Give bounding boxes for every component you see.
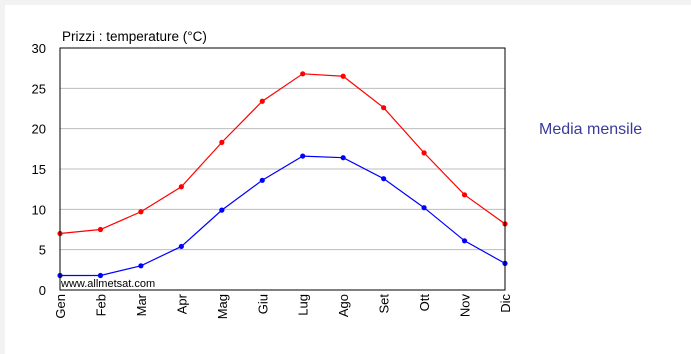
series-1-point	[421, 205, 427, 211]
plot-frame	[59, 47, 506, 291]
x-tick-label: Gen	[53, 294, 68, 319]
x-tick-label: Ott	[417, 294, 432, 312]
series-0-point	[340, 73, 346, 79]
x-tick-label: Mag	[215, 294, 230, 319]
series-0-point	[219, 139, 225, 145]
x-tick-label: Feb	[93, 294, 108, 316]
x-tick-labels: Gen Feb Mar Apr Mag Giu Lug Ago Set Ott Nov Dic	[53, 293, 513, 319]
series-1-point	[300, 153, 306, 159]
x-tick-label: Ago	[336, 294, 351, 317]
x-tick-label: Nov	[458, 294, 473, 318]
series-line-0	[59, 73, 506, 235]
chart-panel	[5, 5, 691, 354]
series-1-point	[381, 176, 387, 182]
series-1-point	[138, 263, 144, 269]
series-layer	[57, 71, 508, 279]
x-tick-label: Apr	[174, 293, 189, 314]
y-tick-label: 10	[32, 202, 46, 217]
y-tick-label: 5	[39, 243, 46, 258]
x-tick-label: Giu	[255, 294, 270, 314]
x-tick-label: Set	[377, 294, 392, 314]
series-1-point	[340, 155, 346, 161]
x-tick-label: Lug	[296, 294, 311, 316]
y-tick-label: 30	[32, 41, 46, 56]
series-1-point	[178, 243, 184, 250]
y-tick-label: 0	[39, 283, 46, 298]
chart-title: Prizzi : temperature (°C)	[62, 29, 207, 44]
series-0-point	[97, 226, 104, 233]
series-0-point	[259, 98, 265, 104]
y-tick-labels: 0 5 10 15 20 25 30	[32, 41, 46, 298]
series-0-point	[421, 150, 427, 156]
series-1-point	[259, 177, 265, 183]
series-0-point	[178, 184, 184, 190]
series-0-point	[381, 105, 387, 111]
x-tick-label: Dic	[498, 294, 513, 313]
watermark: www.allmetsat.com	[60, 278, 155, 290]
series-1-point	[219, 207, 225, 213]
series-1-point	[461, 238, 468, 244]
side-label[interactable]: Media mensile	[539, 121, 643, 138]
series-line-1	[60, 155, 506, 277]
grid-lines	[60, 87, 505, 251]
y-tick-label: 20	[32, 122, 46, 137]
series-1-point	[97, 272, 104, 279]
series-0-point	[138, 209, 144, 215]
x-tick-label: Mar	[134, 293, 149, 316]
series-0-point	[300, 71, 306, 77]
series-0-point	[461, 192, 468, 198]
y-tick-label: 15	[32, 162, 46, 177]
y-tick-label: 25	[32, 81, 46, 96]
